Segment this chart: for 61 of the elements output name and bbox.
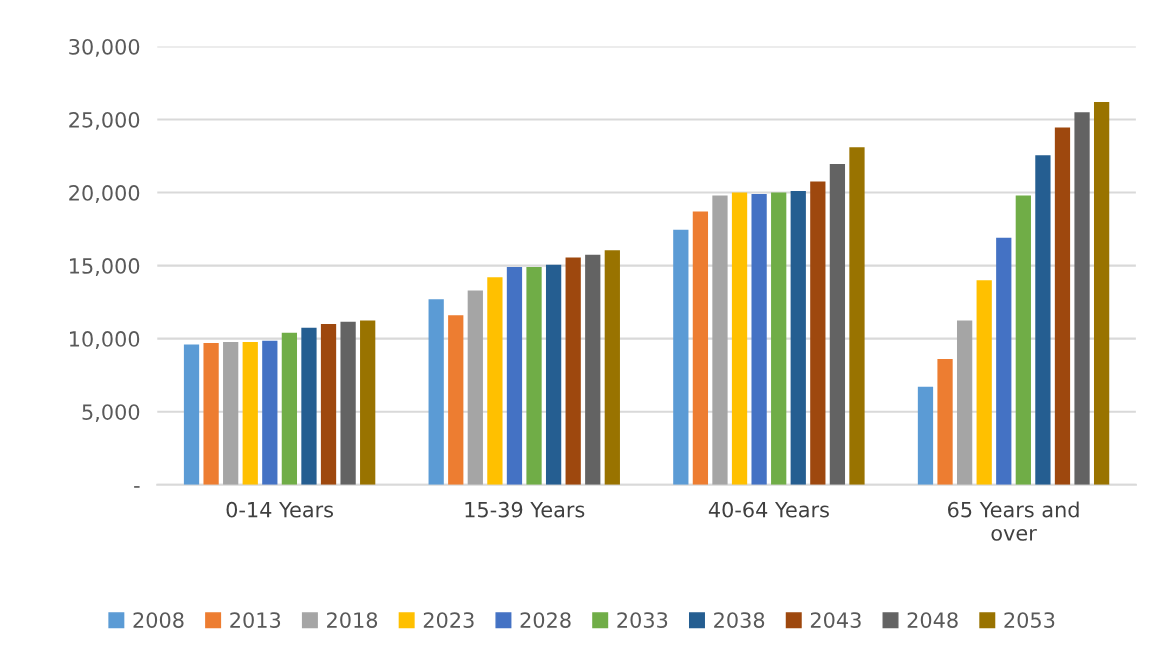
bar [1054, 127, 1071, 485]
x-tick-label: 15-39 Years [465, 501, 585, 518]
bar [849, 147, 865, 485]
y-tick-label: 5,000 [82, 404, 140, 423]
bar [360, 320, 376, 485]
bar [467, 290, 483, 485]
y-tick-label: 20,000 [69, 185, 140, 203]
bar [320, 324, 337, 485]
bar [183, 344, 200, 485]
bar [526, 267, 542, 485]
bar [340, 321, 356, 485]
bar [301, 327, 317, 485]
bar [673, 229, 689, 485]
bar [1015, 195, 1031, 485]
bar [242, 342, 258, 485]
legend-label: 2033 [617, 612, 668, 628]
y-tick-label: 10,000 [70, 331, 140, 349]
y-tick-label: - [134, 486, 140, 488]
bar [1035, 155, 1051, 485]
bar [585, 254, 601, 485]
legend-label: 2038 [714, 612, 765, 628]
bar [937, 359, 953, 485]
bar [223, 342, 239, 485]
bar [976, 280, 992, 485]
legend-label: 2023 [423, 612, 474, 628]
bar [771, 192, 787, 485]
legend-label: 2048 [907, 612, 958, 628]
legend-label: 2043 [810, 612, 861, 628]
x-tick-label: 0-14 Years [226, 501, 334, 518]
bar [956, 320, 973, 485]
bar [281, 332, 298, 485]
legend-label: 2008 [133, 612, 184, 628]
bar [751, 194, 767, 485]
bar [506, 267, 523, 485]
bar [996, 237, 1012, 485]
y-tick-label: 25,000 [69, 111, 140, 130]
bar [565, 257, 581, 485]
legend-label: 2053 [1004, 612, 1055, 628]
bar [810, 181, 826, 485]
bar [262, 340, 278, 485]
bar [829, 164, 846, 485]
bar [545, 264, 562, 485]
bar [917, 386, 934, 485]
bar [448, 315, 464, 485]
bar [790, 191, 806, 485]
bar [487, 277, 503, 485]
bar [731, 192, 748, 485]
bar [692, 211, 709, 485]
bar [203, 343, 219, 485]
legend-label: 2028 [520, 612, 571, 628]
x-tick-label: 65 Years and over [948, 501, 1079, 541]
x-tick-label: 40-64 Years [708, 501, 829, 518]
bar [712, 195, 728, 485]
legend-label: 2013 [230, 612, 281, 628]
y-tick-label: 30,000 [69, 38, 140, 57]
y-tick-label: 15,000 [70, 258, 140, 276]
bar [428, 299, 444, 485]
bar [1093, 101, 1110, 485]
bar [604, 250, 620, 485]
bar [1074, 112, 1090, 485]
legend-label: 2018 [327, 612, 378, 628]
